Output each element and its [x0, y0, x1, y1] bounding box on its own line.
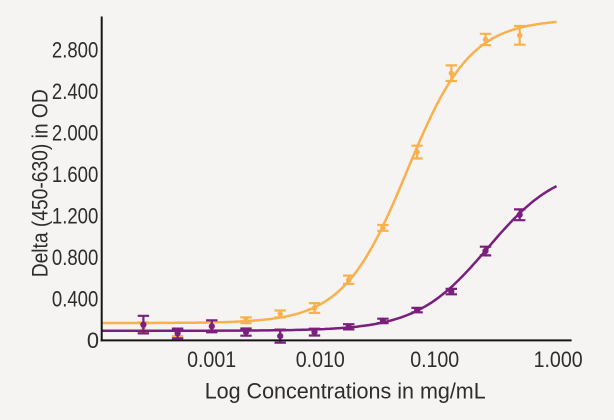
svg-text:Delta (450-630) in OD: Delta (450-630) in OD — [27, 89, 52, 277]
svg-text:1.000: 1.000 — [534, 347, 583, 372]
svg-text:2.000: 2.000 — [52, 120, 98, 145]
svg-text:0.800: 0.800 — [52, 245, 98, 270]
svg-text:1.600: 1.600 — [52, 162, 98, 187]
svg-text:1.200: 1.200 — [52, 203, 98, 228]
svg-text:2.800: 2.800 — [52, 37, 98, 62]
svg-text:2.400: 2.400 — [52, 79, 98, 104]
svg-text:Log Concentrations in mg/mL: Log Concentrations in mg/mL — [205, 378, 486, 403]
svg-text:0.010: 0.010 — [296, 347, 345, 372]
svg-text:0.001: 0.001 — [187, 347, 236, 372]
svg-text:0.100: 0.100 — [410, 347, 459, 372]
svg-text:0.400: 0.400 — [52, 286, 98, 311]
svg-text:0: 0 — [87, 328, 99, 353]
